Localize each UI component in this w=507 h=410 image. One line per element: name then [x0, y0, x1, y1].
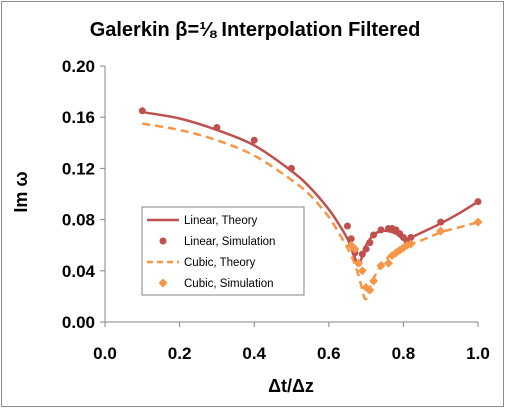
y-tick-label: 0.00 [62, 313, 95, 332]
series-point-1 [437, 218, 445, 226]
series-point-3 [365, 285, 375, 295]
series-point-1 [358, 250, 366, 258]
series-point-1 [366, 239, 374, 247]
legend-label-1: Linear, Simulation [184, 236, 275, 248]
series-point-1 [250, 136, 258, 144]
y-axis-title: Im ω [11, 171, 31, 212]
plot-area: 0.00 0.04 0.08 0.12 0.16 0.20 0.0 0.2 0.4 0.6 0.8 1… [62, 57, 490, 363]
x-tick-label: 0.8 [392, 344, 416, 363]
y-tick-label: 0.08 [62, 211, 95, 230]
x-axis-title: Δt/Δz [268, 376, 314, 396]
series-point-1 [213, 123, 221, 131]
legend-key-3 [158, 278, 168, 288]
chart-title: Galerkin β=⅛ Interpolation Filtered [90, 19, 421, 41]
x-tick-label: 0.4 [242, 344, 266, 363]
series-point-1 [474, 198, 482, 206]
x-tick-label: 1.0 [466, 344, 490, 363]
legend-label-3: Cubic, Simulation [184, 278, 273, 290]
series-point-3 [406, 239, 416, 249]
series-point-3 [350, 244, 360, 254]
y-tick-label: 0.12 [62, 159, 95, 178]
legend-label-2: Cubic, Theory [184, 257, 256, 269]
x-tick-label: 0.0 [93, 344, 117, 363]
series-point-3 [376, 261, 386, 271]
series-point-1 [347, 235, 355, 243]
y-tick-label: 0.16 [62, 108, 95, 127]
series-point-1 [138, 107, 146, 115]
series-point-1 [343, 222, 351, 230]
x-tick-label: 0.2 [168, 344, 192, 363]
legend-key-1 [159, 237, 167, 245]
legend-box [141, 206, 305, 296]
series-point-3 [354, 258, 364, 268]
series-point-3 [369, 276, 379, 286]
series-point-3 [383, 258, 393, 268]
series-point-1 [377, 226, 385, 234]
series-point-1 [370, 231, 378, 239]
y-tick-label: 0.04 [62, 262, 96, 281]
series-point-1 [407, 234, 415, 242]
legend-label-0: Linear, Theory [184, 215, 258, 227]
series-point-3 [436, 226, 446, 236]
series-point-1 [362, 245, 370, 253]
legend: Linear, Theory Linear, Simulation Cubic, T… [141, 206, 305, 296]
series-point-3 [357, 266, 367, 276]
x-tick-label: 0.6 [317, 344, 341, 363]
y-tick-label: 0.20 [62, 57, 95, 76]
series-point-3 [473, 217, 483, 227]
series-point-1 [288, 164, 295, 172]
